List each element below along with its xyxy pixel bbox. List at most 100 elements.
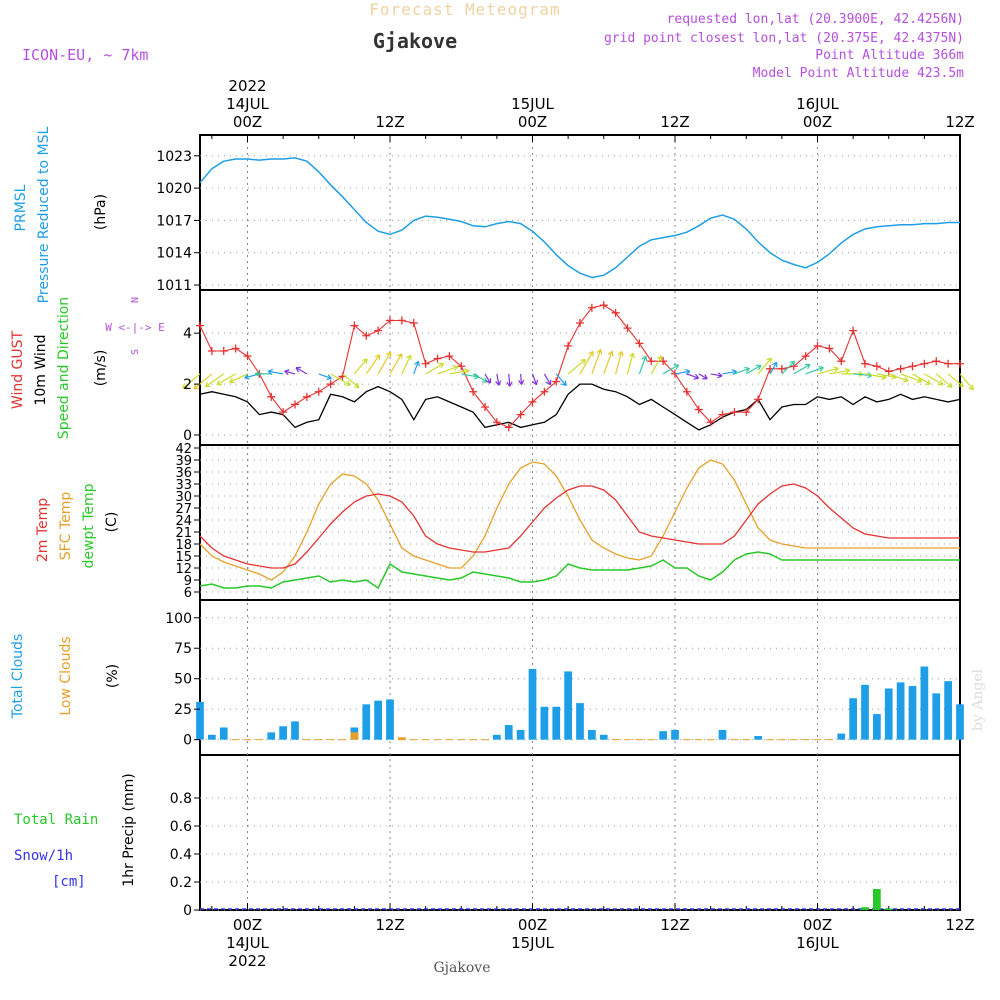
y-tick-label: 75 xyxy=(174,641,192,657)
wind10m-label: 10m Wind xyxy=(33,334,49,405)
temp2m-line xyxy=(199,483,960,569)
wind-arrow-head xyxy=(766,357,772,364)
gust-marker xyxy=(279,408,288,417)
y-tick-label: 1020 xyxy=(156,181,192,197)
gust-marker xyxy=(528,397,537,406)
snow-unit-label: [cm] xyxy=(52,874,86,890)
y-tick-label: 6 xyxy=(184,586,192,601)
total-cloud-bar xyxy=(944,681,952,740)
bottom-axis-label: 2022 xyxy=(228,952,266,970)
y-tick-label: 30 xyxy=(175,490,192,505)
wind-arrow-head xyxy=(216,379,223,386)
total-cloud-bar xyxy=(837,733,846,740)
wind-arrow xyxy=(817,367,839,375)
wind-arrow-head xyxy=(833,366,839,373)
bottom-axis-label: 12Z xyxy=(375,916,404,934)
wind-arrow xyxy=(686,373,699,379)
gust-marker xyxy=(397,316,406,325)
wind-arrow xyxy=(650,355,663,375)
wind-arrow xyxy=(413,361,419,375)
point-altitude: Point Altitude 366m xyxy=(815,48,964,63)
total-cloud-bar xyxy=(861,684,869,740)
gust-marker xyxy=(219,347,228,355)
gust-marker xyxy=(386,316,394,325)
wind-arrow-head xyxy=(755,364,762,371)
gust-marker xyxy=(445,352,454,361)
y-tick-label: 0.6 xyxy=(170,819,192,835)
wind-arrow-head xyxy=(702,374,708,380)
y-tick-label: 100 xyxy=(165,611,192,627)
wind-arrow xyxy=(567,359,586,375)
low-clouds-label: Low Clouds xyxy=(58,636,74,715)
wind-arrow-head xyxy=(485,378,492,384)
top-axis-label: 12Z xyxy=(375,113,404,131)
wind-arrow-head xyxy=(353,382,360,389)
wind-arrow-head xyxy=(772,361,778,368)
wind-arrow xyxy=(365,354,381,375)
total-cloud-bar xyxy=(873,714,881,740)
wind-arrow xyxy=(268,370,284,375)
wind-arrow xyxy=(342,373,360,389)
wind-arrow xyxy=(710,373,723,377)
y-tick-label: 0.4 xyxy=(170,847,192,863)
wind-arrow xyxy=(888,373,909,382)
wind-arrow-head xyxy=(818,365,824,372)
gust-marker xyxy=(813,341,822,350)
gust-marker xyxy=(706,418,715,427)
wind-arrow-head xyxy=(673,364,680,370)
wind-arrow-head xyxy=(362,358,368,364)
wind-arrow xyxy=(757,357,772,375)
wind-arrow-head xyxy=(588,350,594,357)
y-tick-label: 12 xyxy=(175,562,192,577)
wind-arrow xyxy=(425,363,444,375)
top-axis-label: 12Z xyxy=(945,113,974,131)
gust-marker xyxy=(540,387,549,396)
gust-marker xyxy=(908,362,917,371)
gust-marker xyxy=(362,331,371,340)
wind-arrow-head xyxy=(254,370,260,378)
total-cloud-bar xyxy=(754,736,762,740)
gust-marker xyxy=(623,324,632,333)
total-cloud-bar xyxy=(849,698,857,740)
wind-arrow-head xyxy=(463,368,470,375)
grid-lines xyxy=(200,135,961,911)
bottom-axis-label: 14JUL xyxy=(226,934,269,952)
total-cloud-bar xyxy=(671,729,679,740)
wind-arrow xyxy=(449,369,469,375)
compass-n: N xyxy=(130,297,141,303)
gust-marker xyxy=(647,357,656,366)
wind-arrow xyxy=(484,373,491,384)
gust-marker xyxy=(552,377,561,386)
y-axis-ticks: 1011101410171020102302469121518212427303… xyxy=(156,149,200,919)
wind-arrow-head xyxy=(925,379,931,385)
gust-marker xyxy=(243,352,252,361)
wind10m-line xyxy=(199,383,961,431)
wind-arrow xyxy=(924,373,944,386)
wind-arrow xyxy=(769,362,778,375)
wind-arrow-head xyxy=(345,380,351,386)
cloud-labels: Total Clouds Low Clouds (%) xyxy=(10,634,121,719)
gust-marker xyxy=(659,357,668,366)
precip-series xyxy=(200,889,960,910)
gust-marker xyxy=(207,347,216,355)
frame-precip xyxy=(199,754,961,911)
top-axis-label: 12Z xyxy=(660,113,689,131)
wind-arrow xyxy=(472,373,488,383)
rain-bar xyxy=(873,889,881,910)
compass-s: S xyxy=(130,349,141,355)
top-axis-label: 16JUL xyxy=(796,95,839,113)
wind-arrow-head xyxy=(805,363,811,370)
dewpt-label: dewpt Temp xyxy=(81,483,97,568)
y-tick-label: 1011 xyxy=(156,278,192,294)
top-axis-label: 00Z xyxy=(518,113,547,131)
total-cloud-bar xyxy=(516,729,525,740)
gust-marker xyxy=(302,392,311,401)
wind-arrow xyxy=(330,373,351,386)
app-title: Forecast Meteogram xyxy=(369,0,560,19)
wind-arrow xyxy=(284,370,296,375)
wind-arrow-head xyxy=(204,381,211,388)
y-tick-label: 42 xyxy=(175,442,192,457)
wind-arrow-head xyxy=(958,381,964,388)
footer-location: Gjakove xyxy=(434,960,491,976)
